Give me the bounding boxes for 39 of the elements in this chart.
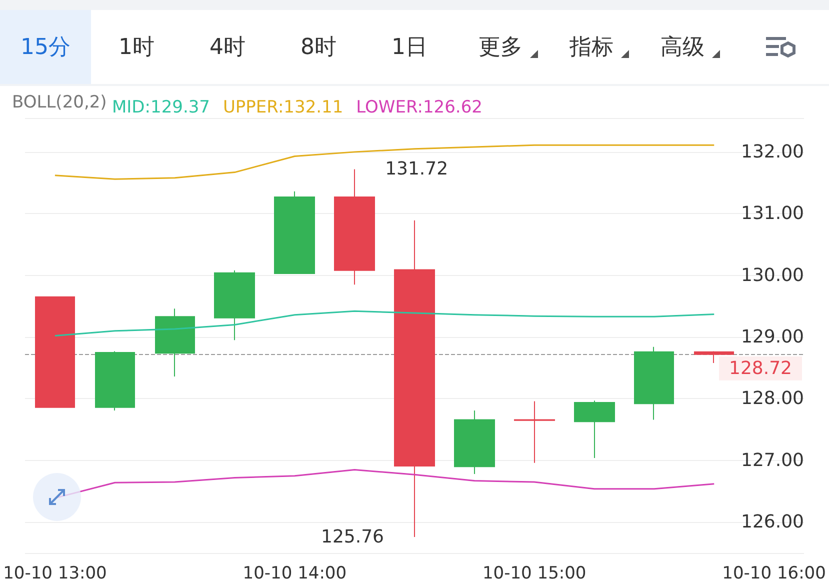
annotation: 131.72: [385, 158, 448, 180]
text: MID:129.37: [112, 98, 210, 118]
line-series: [54, 144, 715, 180]
x-tick-label: 10-10 16:00: [722, 564, 826, 584]
x-tick-label: 10-10 14:00: [242, 564, 347, 584]
text: 指标: [568, 34, 614, 62]
text: 高级: [660, 34, 706, 62]
text: LOWER:126.62: [356, 98, 482, 118]
text: 8时: [300, 34, 338, 62]
text: 1日: [390, 34, 428, 62]
legend-title: BOLL(20,2): [12, 92, 107, 112]
y-tick-label: 128.00: [741, 388, 804, 410]
candlestick: [514, 400, 555, 464]
text: 15分: [0, 10, 91, 84]
candlestick: [634, 346, 674, 420]
text: 更多: [478, 34, 524, 62]
candlestick: [95, 350, 135, 411]
x-tick-label: 10-10 13:00: [3, 564, 107, 584]
y-tick-label: 132.00: [741, 141, 804, 162]
y-tick-label: 131.00: [741, 203, 804, 224]
candlestick: [454, 410, 495, 475]
line-series: [54, 310, 715, 337]
candlestick: [214, 270, 255, 341]
x-tick-label: 10-10 15:00: [482, 564, 586, 584]
annotation: 125.76: [321, 526, 384, 548]
y-tick-label: 127.00: [741, 450, 804, 471]
candlestick: [274, 190, 315, 274]
candlestick: [155, 308, 195, 378]
text: UPPER:132.11: [222, 98, 344, 118]
candlestick: [394, 220, 435, 538]
candlestick: [35, 296, 75, 408]
y-tick-label: 129.00: [741, 326, 804, 348]
text: 4时: [208, 34, 246, 62]
candlestick: [334, 168, 375, 286]
ref-line-label: 128.72: [729, 358, 792, 379]
text: 1时: [118, 34, 156, 62]
y-tick-label: 126.00: [741, 512, 804, 533]
candlestick: [574, 400, 615, 458]
y-tick-label: 130.00: [741, 264, 804, 286]
